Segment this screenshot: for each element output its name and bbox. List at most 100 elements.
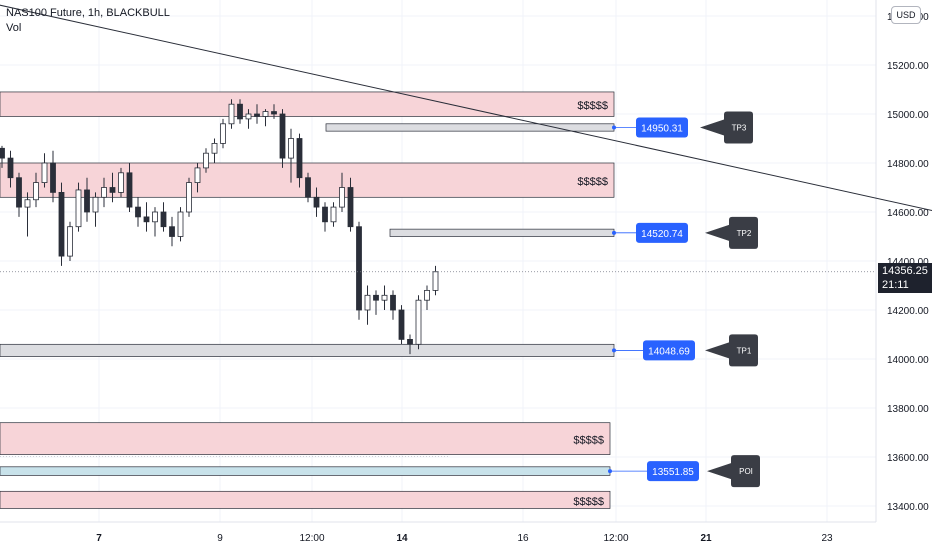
chart-title: NAS100 Future, 1h, BLACKBULL [6, 7, 170, 19]
candle-body [271, 111, 277, 115]
target-value-text: 14520.74 [641, 229, 683, 240]
candle-body [288, 138, 294, 159]
time-axis-tick: 14 [396, 533, 408, 544]
candle-body [109, 187, 116, 193]
last-price-value: 14356.25 [882, 265, 928, 277]
liquidity-zone [0, 422, 611, 455]
liquidity-zone-label: $$$$$ [577, 100, 608, 112]
target-value-text: 14950.31 [641, 123, 683, 134]
candle-body [262, 111, 269, 117]
candle-body [220, 123, 226, 144]
candle-body [143, 216, 150, 223]
candle-body [364, 294, 371, 311]
candle-body [237, 103, 243, 120]
target-callout [707, 455, 760, 488]
candle-body [160, 211, 167, 228]
target-value-badge [643, 340, 695, 361]
price-axis-tick: 14000.00 [887, 355, 929, 366]
candle-body [245, 113, 252, 120]
candle-body [203, 152, 209, 169]
candle-body [101, 187, 107, 198]
candle-body [24, 199, 31, 208]
price-axis-tick: 15000.00 [887, 110, 929, 121]
candle-body [254, 113, 260, 117]
price-axis-tick: 14400.00 [887, 257, 929, 268]
candle-body [152, 211, 158, 223]
liquidity-zone-label: $$$$$ [573, 435, 604, 447]
time-axis-tick: 7 [96, 533, 102, 544]
candle-body [118, 172, 124, 193]
candle-body [177, 211, 184, 237]
liquidity-zone-label: $$$$$ [573, 496, 604, 508]
target-anchor-dot [608, 469, 612, 474]
candle-body [415, 299, 422, 345]
time-axis-tick: 9 [217, 533, 223, 544]
target-callout [705, 334, 758, 367]
volume-label: Vol [6, 22, 22, 34]
price-axis-tick: 14600.00 [887, 208, 929, 219]
target-value-text: 13551.85 [652, 467, 694, 478]
candle-body [211, 142, 218, 154]
target-level-band [0, 466, 611, 476]
liquidity-zone [0, 91, 615, 117]
candle-body [67, 226, 73, 257]
price-axis-tick: 13400.00 [887, 502, 929, 513]
price-axis-tick: 14200.00 [887, 306, 929, 317]
price-axis-tick: 13800.00 [887, 404, 929, 415]
price-axis-tick: 15200.00 [887, 61, 929, 72]
trend-line [0, 4, 932, 211]
currency-badge[interactable]: USD [891, 6, 921, 24]
target-value-badge [647, 461, 699, 482]
candle-body [398, 309, 405, 340]
candle-body [373, 294, 379, 301]
candle-body [16, 177, 22, 208]
time-axis-tick: 21 [700, 533, 712, 544]
time-axis-tick: 23 [821, 533, 833, 544]
candle-body [390, 294, 396, 311]
target-callout-label: POI [739, 467, 753, 476]
target-level-band [325, 123, 615, 132]
target-callout [700, 111, 753, 144]
candle-body [58, 191, 65, 257]
price-axis-tick: 14800.00 [887, 159, 929, 170]
candle-body [75, 189, 82, 228]
candle-body [339, 187, 345, 208]
candle-body [41, 162, 48, 184]
liquidity-zone-label: $$$$$ [577, 176, 608, 188]
candle-body [228, 103, 235, 125]
candle-body [84, 189, 90, 213]
candle-body [186, 182, 192, 213]
target-anchor-dot [612, 348, 616, 353]
candle-body [432, 271, 439, 291]
candle-body [169, 226, 175, 237]
target-value-badge [636, 117, 688, 138]
target-anchor-dot [612, 230, 616, 235]
candle-body [296, 138, 303, 179]
candle-body [407, 338, 413, 345]
last-price-tag: 14356.25 21:11 [878, 263, 932, 293]
candle-body [194, 167, 201, 183]
bar-countdown: 21:11 [882, 279, 909, 291]
candle-body [126, 172, 133, 208]
candle-body [279, 113, 286, 159]
liquidity-zone [0, 490, 611, 509]
candle-body [135, 206, 141, 218]
candle-body [330, 206, 337, 223]
candle-body [305, 177, 311, 198]
target-value-badge [636, 222, 688, 243]
candle-body [356, 226, 362, 311]
target-level-band [0, 343, 615, 357]
candle-body [424, 289, 430, 301]
target-value-text: 14048.69 [648, 346, 690, 357]
time-axis-tick: 12:00 [299, 533, 324, 544]
candle-body [7, 157, 14, 179]
target-callout-label: TP2 [737, 229, 752, 238]
candle-body [50, 162, 56, 193]
candle-body [313, 196, 320, 208]
time-axis-tick: 16 [517, 533, 529, 544]
time-axis-tick: 12:00 [603, 533, 628, 544]
candle-body [0, 147, 5, 159]
target-level-band [389, 228, 615, 237]
